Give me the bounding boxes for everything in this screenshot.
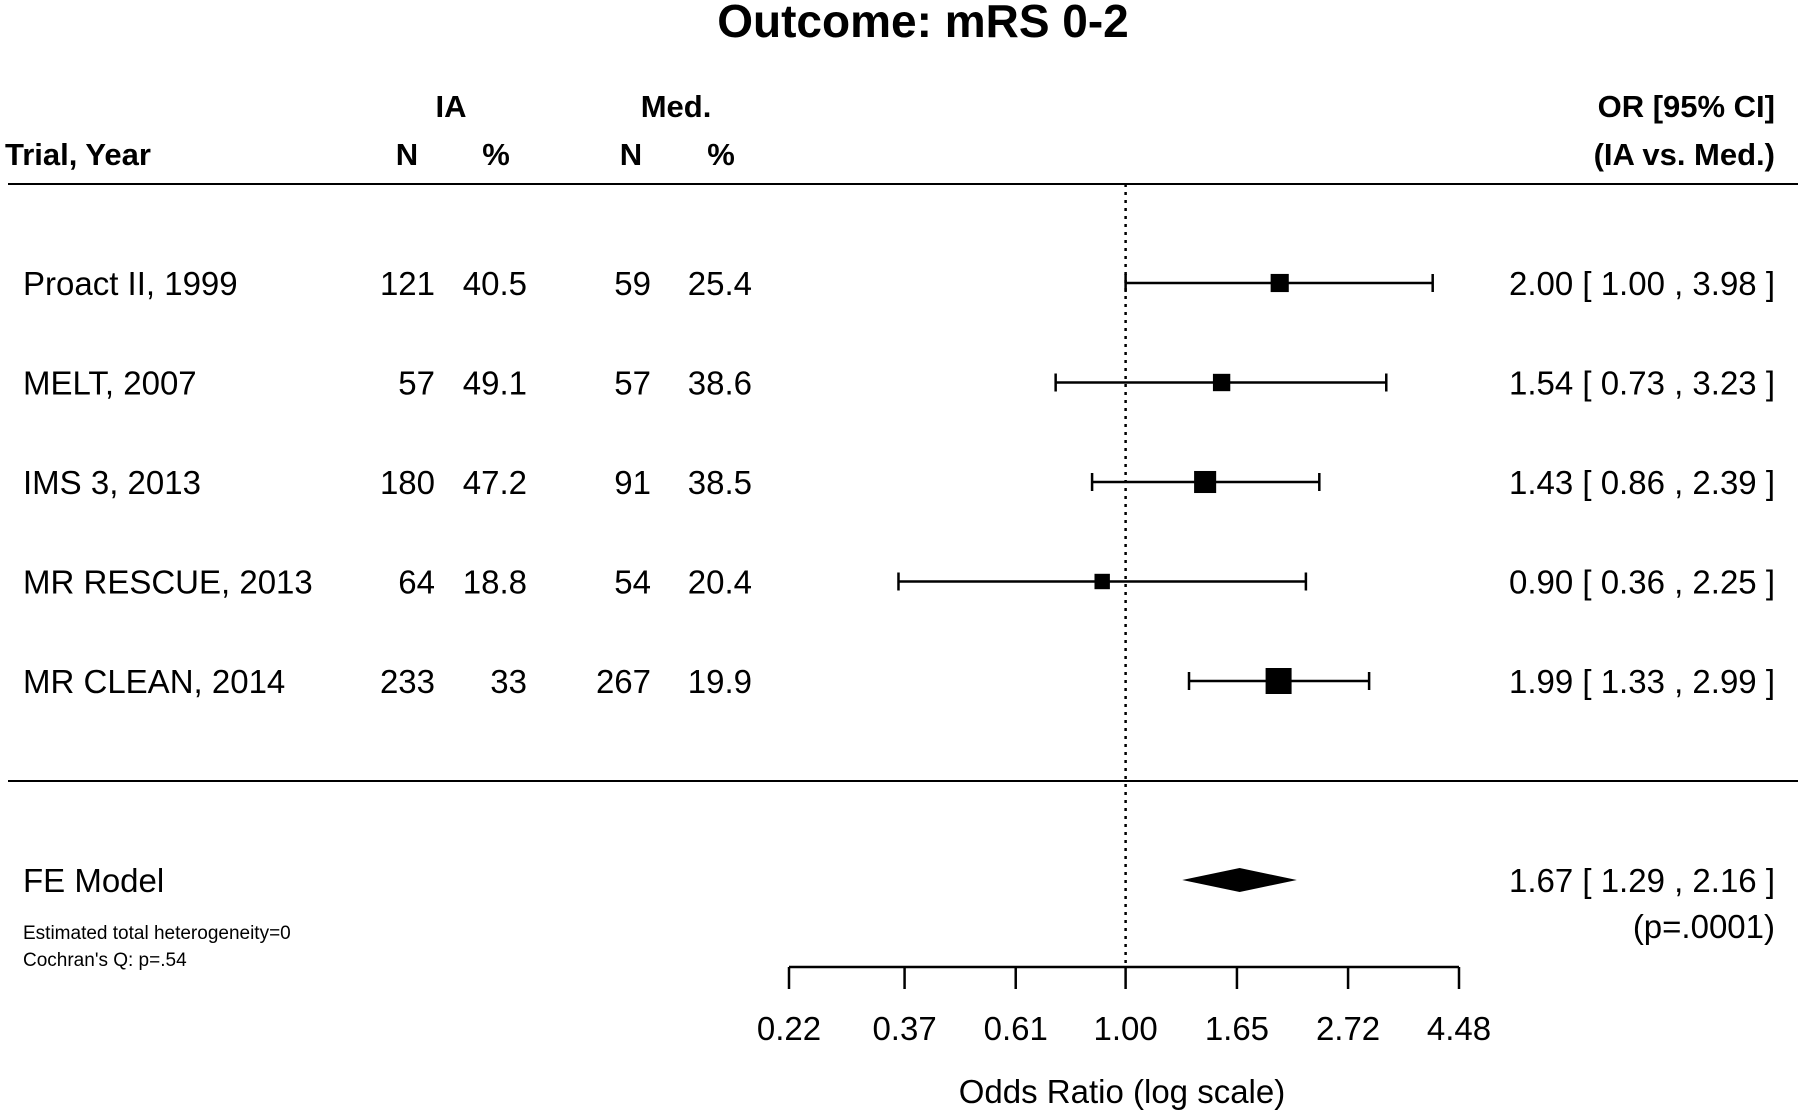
header-ia-n: N	[396, 137, 418, 172]
ia-pct-value: 33	[490, 663, 527, 700]
med-n-value: 57	[614, 365, 651, 402]
study-label: Proact II, 1999	[23, 265, 238, 302]
chart-title: Outcome: mRS 0-2	[717, 0, 1129, 47]
ia-n-value: 64	[398, 564, 435, 601]
study-label: MR RESCUE, 2013	[23, 564, 313, 601]
ia-pct-value: 49.1	[463, 365, 527, 402]
x-tick-label: 0.61	[984, 1010, 1048, 1047]
heterogeneity-note: Estimated total heterogeneity=0	[23, 923, 291, 944]
summary-label: FE Model	[23, 862, 164, 899]
summary-or-ci: 1.67 [ 1.29 , 2.16 ]	[1509, 862, 1775, 899]
header-med: Med.	[641, 89, 712, 124]
study-row: Proact II, 1999 121 40.5 59 25.4 2.00 [ 1.00 …	[23, 265, 1775, 302]
x-tick-label: 2.72	[1316, 1010, 1380, 1047]
point-estimate	[1094, 573, 1110, 590]
med-pct-value: 19.9	[688, 663, 752, 700]
study-label: MELT, 2007	[23, 365, 197, 402]
header-med-n: N	[620, 137, 642, 172]
summary-p-value: (p=.0001)	[1633, 908, 1775, 945]
study-row: IMS 3, 2013 180 47.2 91 38.5 1.43 [ 0.86 , 2.…	[23, 464, 1775, 501]
study-label: IMS 3, 2013	[23, 464, 201, 501]
med-n-value: 267	[596, 663, 651, 700]
point-estimate	[1265, 668, 1292, 694]
ia-pct-value: 18.8	[463, 564, 527, 601]
med-n-value: 54	[614, 564, 651, 601]
study-label: MR CLEAN, 2014	[23, 663, 285, 700]
header-trial: Trial, Year	[5, 137, 151, 172]
study-row: MR RESCUE, 2013 64 18.8 54 20.4 0.90 [ 0.36 ,…	[23, 564, 1775, 601]
header-ia: IA	[436, 89, 467, 124]
point-estimate	[1270, 273, 1289, 293]
x-tick-label: 4.48	[1427, 1010, 1491, 1047]
or-ci-value: 1.99 [ 1.33 , 2.99 ]	[1509, 663, 1775, 700]
ia-n-value: 57	[398, 365, 435, 402]
summary-diamond	[1182, 868, 1297, 892]
point-estimate	[1194, 470, 1217, 494]
med-pct-value: 25.4	[688, 265, 752, 302]
study-row: MR CLEAN, 2014 233 33 267 19.9 1.99 [ 1.33 , …	[23, 663, 1775, 700]
header-med-pct: %	[707, 137, 735, 172]
x-tick-label: 0.37	[872, 1010, 936, 1047]
med-pct-value: 38.5	[688, 464, 752, 501]
med-n-value: 59	[614, 265, 651, 302]
or-ci-value: 1.43 [ 0.86 , 2.39 ]	[1509, 464, 1775, 501]
med-pct-value: 20.4	[688, 564, 752, 601]
ia-pct-value: 40.5	[463, 265, 527, 302]
x-tick-label: 1.00	[1093, 1010, 1157, 1047]
ia-n-value: 180	[380, 464, 435, 501]
study-row: MELT, 2007 57 49.1 57 38.6 1.54 [ 0.73 , 3.23…	[23, 365, 1775, 402]
x-axis-label: Odds Ratio (log scale)	[959, 1073, 1285, 1110]
heterogeneity-note: Cochran's Q: p=.54	[23, 950, 187, 971]
ia-n-value: 121	[380, 265, 435, 302]
or-ci-value: 2.00 [ 1.00 , 3.98 ]	[1509, 265, 1775, 302]
header-or-comparison: (IA vs. Med.)	[1594, 137, 1775, 172]
med-n-value: 91	[614, 464, 651, 501]
header-ia-pct: %	[482, 137, 510, 172]
or-ci-value: 0.90 [ 0.36 , 2.25 ]	[1509, 564, 1775, 601]
ia-pct-value: 47.2	[463, 464, 527, 501]
ia-n-value: 233	[380, 663, 435, 700]
header-or: OR [95% CI]	[1598, 89, 1775, 124]
point-estimate	[1212, 373, 1231, 392]
x-tick-label: 1.65	[1205, 1010, 1269, 1047]
x-tick-label: 0.22	[757, 1010, 821, 1047]
med-pct-value: 38.6	[688, 365, 752, 402]
or-ci-value: 1.54 [ 0.73 , 3.23 ]	[1509, 365, 1775, 402]
